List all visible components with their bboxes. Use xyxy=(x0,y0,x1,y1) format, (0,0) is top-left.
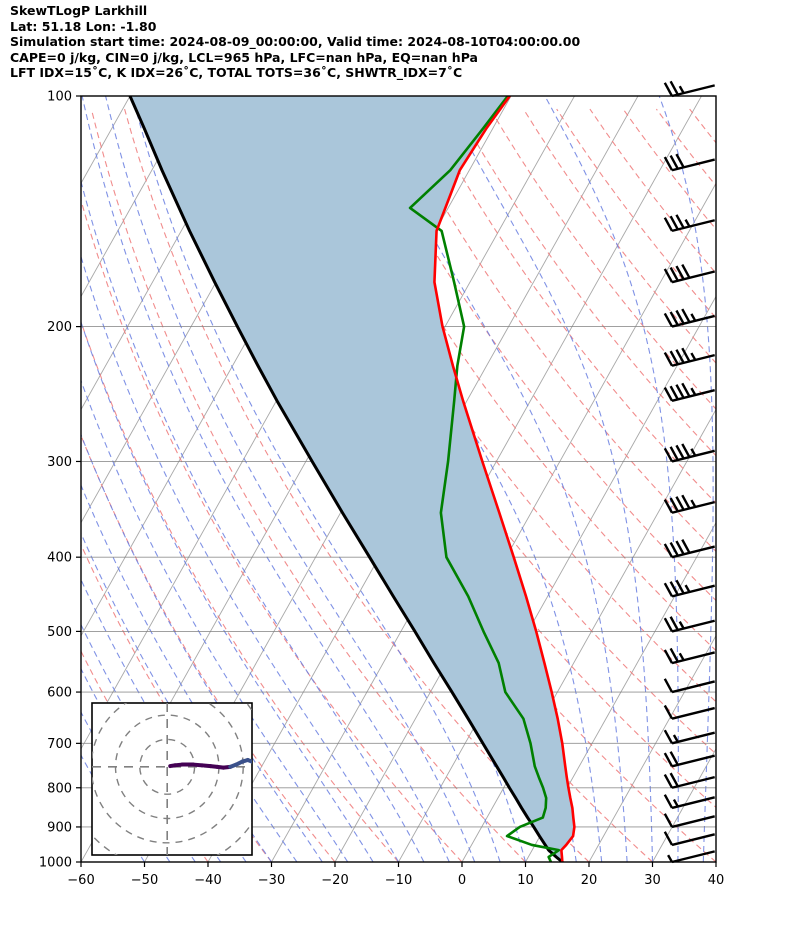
header-indices: LFT IDX=15˚C, K IDX=26˚C, TOTAL TOTS=36˚… xyxy=(10,65,463,81)
header-latlon: Lat: 51.18 Lon: -1.80 xyxy=(10,18,157,34)
svg-text:−30: −30 xyxy=(258,873,285,888)
dewpoint-curve xyxy=(408,96,561,862)
svg-text:−10: −10 xyxy=(385,873,412,888)
svg-text:30: 30 xyxy=(644,873,661,888)
hodograph-inset xyxy=(91,702,253,856)
svg-text:0: 0 xyxy=(458,873,466,888)
svg-text:700: 700 xyxy=(47,737,72,752)
svg-text:−40: −40 xyxy=(194,873,221,888)
svg-text:600: 600 xyxy=(47,686,72,701)
svg-text:900: 900 xyxy=(47,820,72,835)
svg-text:1000: 1000 xyxy=(39,856,72,871)
svg-text:40: 40 xyxy=(708,873,725,888)
header-title: SkewTLogP Larkhill xyxy=(10,3,148,18)
svg-text:10: 10 xyxy=(517,873,534,888)
wind-barbs xyxy=(663,80,715,864)
svg-text:20: 20 xyxy=(581,873,598,888)
svg-text:300: 300 xyxy=(47,455,72,470)
svg-text:500: 500 xyxy=(47,625,72,640)
svg-text:−20: −20 xyxy=(321,873,348,888)
header-times: Simulation start time: 2024-08-09_00:00:… xyxy=(10,34,581,50)
svg-text:800: 800 xyxy=(47,781,72,796)
svg-text:200: 200 xyxy=(47,320,72,335)
temperature-curve xyxy=(433,96,576,862)
cape-shading xyxy=(130,96,575,862)
header-cape: CAPE=0 j/kg, CIN=0 j/kg, LCL=965 hPa, LF… xyxy=(10,49,478,65)
svg-text:−50: −50 xyxy=(131,873,158,888)
svg-text:100: 100 xyxy=(47,90,72,105)
svg-text:400: 400 xyxy=(47,551,72,566)
svg-text:−60: −60 xyxy=(67,873,94,888)
header-block: SkewTLogP Larkhill Lat: 51.18 Lon: -1.80… xyxy=(10,3,790,81)
parcel-curve xyxy=(128,96,564,862)
